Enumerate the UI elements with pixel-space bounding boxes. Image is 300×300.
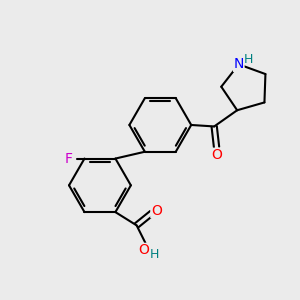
Text: H: H: [150, 248, 160, 261]
Text: O: O: [151, 204, 162, 218]
Text: H: H: [244, 52, 253, 66]
Text: O: O: [139, 243, 149, 257]
Text: O: O: [211, 148, 222, 162]
Text: N: N: [234, 57, 244, 71]
Text: F: F: [64, 152, 72, 166]
